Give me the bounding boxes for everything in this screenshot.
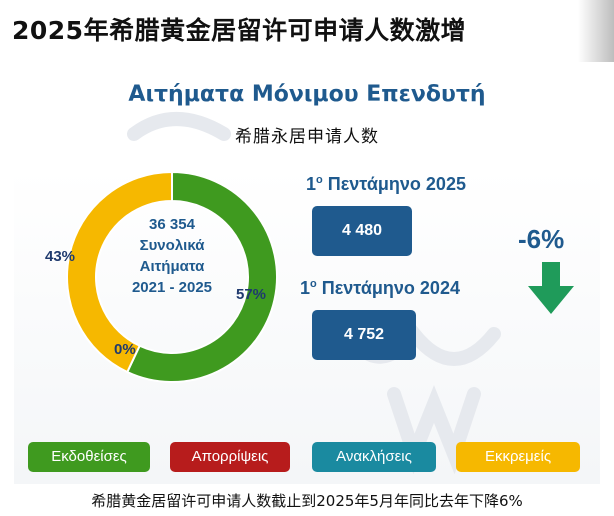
page-title: 2025年希腊黄金居留许可申请人数激增: [0, 0, 614, 62]
change-percent: -6%: [518, 224, 565, 254]
data-label-issued: 57%: [236, 286, 267, 303]
total-requests-value: 36 354: [149, 216, 195, 233]
data-label-pending: 43%: [45, 248, 76, 265]
total-requests-label-2: Αιτήματα: [139, 258, 205, 275]
legend-pending: Εκκρεμείς: [456, 442, 580, 472]
data-label-zero: 0%: [114, 341, 136, 358]
header-right-accent: [578, 0, 614, 62]
value-2024-box: 4 752: [312, 310, 416, 360]
value-2025-box: 4 480: [312, 206, 412, 256]
period-2025-label: 1ο Πεντάμηνο 2025: [306, 174, 466, 194]
donut-center-label: 36 354 Συνολικά Αιτήματα 2021 - 2025: [106, 214, 238, 298]
legend-rejections: Απορρίψεις: [170, 442, 290, 472]
total-requests-period: 2021 - 2025: [131, 279, 213, 296]
donut-slice-issued: [125, 170, 278, 383]
chart-title: Αιτήματα Μόνιμου Επενδυτή: [128, 82, 486, 107]
infographic-panel: Αιτήματα Μόνιμου Επενδυτή 希腊永居申请人数 36 35…: [14, 64, 600, 484]
donut-slice-pending: [66, 170, 173, 374]
total-requests-label-1: Συνολικά: [139, 237, 205, 254]
down-arrow-icon: [528, 262, 574, 314]
donut-chart: [66, 170, 278, 383]
chart-subtitle: 希腊永居申请人数: [235, 127, 379, 147]
legend-revocations: Ανακλήσεις: [312, 442, 436, 472]
legend-issued: Εκδοθείσες: [28, 442, 150, 472]
footer-caption: 希腊黄金居留许可申请人数截止到2025年5月年同比去年下降6%: [91, 492, 523, 510]
period-2024-label: 1ο Πεντάμηνο 2024: [300, 278, 460, 298]
